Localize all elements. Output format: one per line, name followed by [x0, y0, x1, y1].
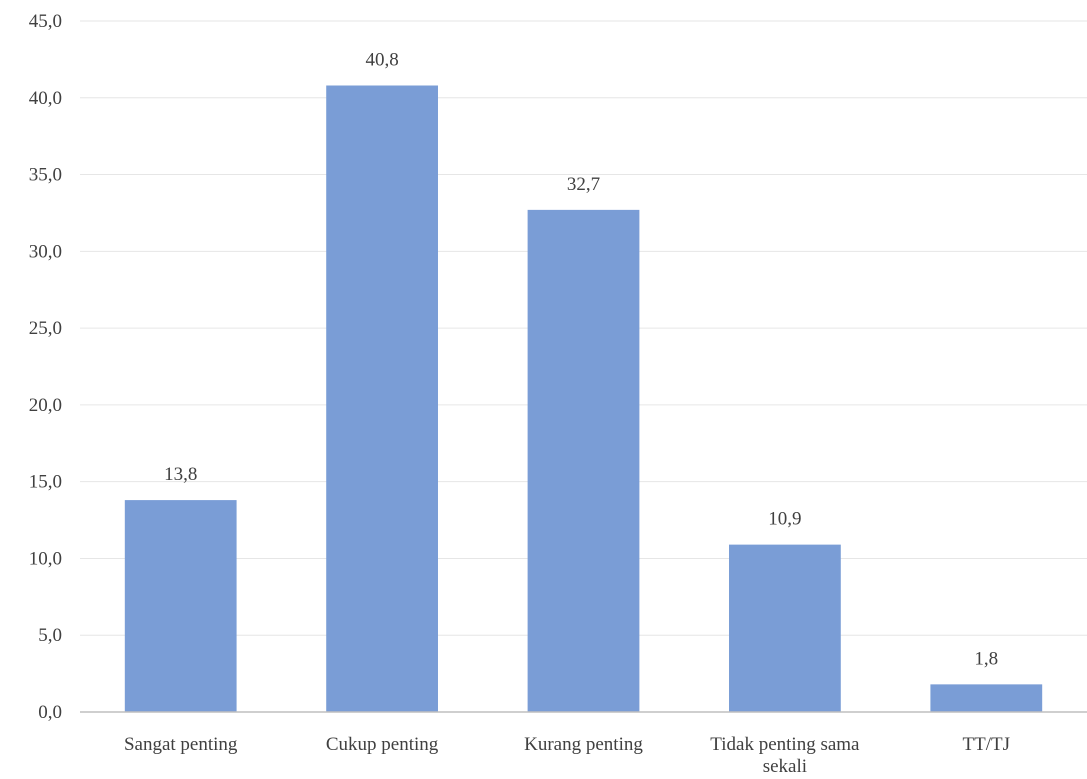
y-tick-label: 15,0: [29, 472, 62, 493]
data-label: 10,9: [768, 509, 801, 530]
data-label: 1,8: [974, 648, 998, 669]
bar: [527, 209, 640, 712]
data-label: 40,8: [365, 49, 398, 70]
data-label: 13,8: [164, 464, 197, 485]
x-tick-label: Kurang penting: [524, 734, 643, 755]
bar: [930, 684, 1043, 712]
data-label: 32,7: [567, 174, 600, 195]
x-tick-label: Tidak penting sama sekali: [710, 734, 860, 777]
bar: [326, 85, 438, 712]
y-tick-label: 40,0: [29, 88, 62, 109]
x-tick-label: TT/TJ: [963, 734, 1011, 755]
x-tick-label: Cukup penting: [326, 734, 439, 755]
y-tick-label: 20,0: [29, 395, 62, 416]
y-tick-label: 30,0: [29, 241, 62, 262]
y-tick-label: 10,0: [29, 548, 62, 569]
bar-layer: [124, 85, 1043, 712]
y-tick-label: 35,0: [29, 165, 62, 186]
y-tick-label: 0,0: [38, 702, 62, 723]
x-tick-label: Sangat penting: [124, 734, 238, 755]
label-layer: 0,0 5,0 10,0 15,0 20,0 25,0 30,0 35,0 40,0 45,0 13…: [29, 11, 1010, 777]
bar: [729, 544, 841, 712]
y-tick-label: 25,0: [29, 318, 62, 339]
y-tick-label: 5,0: [38, 625, 62, 646]
y-tick-label: 45,0: [29, 11, 62, 32]
bar: [124, 500, 237, 712]
